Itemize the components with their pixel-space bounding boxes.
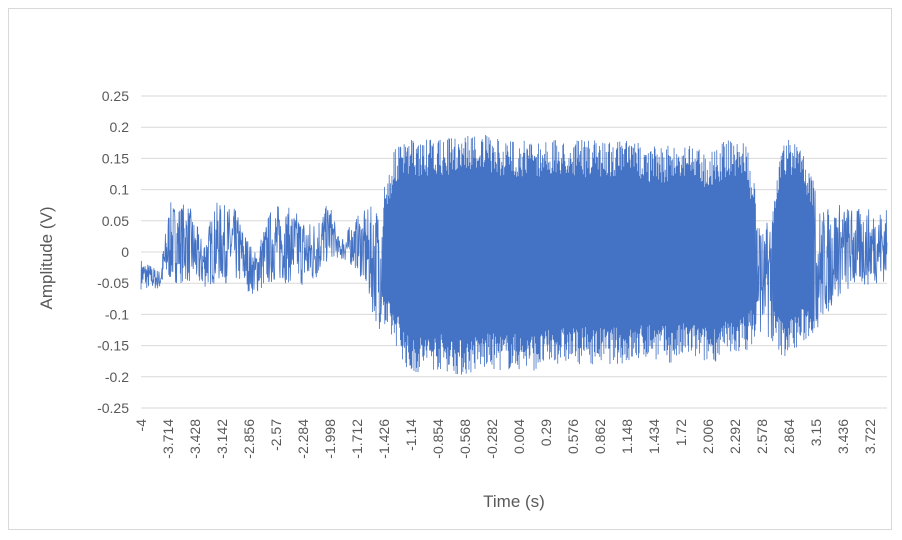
x-tick-label: 0.576 <box>565 419 581 454</box>
x-tick-label: 2.006 <box>700 419 716 454</box>
x-tick-label: -0.282 <box>484 419 500 459</box>
x-tick-label: -0.854 <box>430 419 446 459</box>
x-tick-label: -0.568 <box>457 419 473 459</box>
y-tick-label: 0 <box>121 244 129 260</box>
series-layer <box>140 134 888 375</box>
x-axis-title: Time (s) <box>483 492 545 511</box>
x-axis-ticks: -4 -3.714 -3.428 -3.142 -2.856 -2.57 -2.284 -1.… <box>133 419 878 459</box>
y-tick-label: -0.1 <box>105 306 129 322</box>
x-tick-label: -2.57 <box>268 419 284 451</box>
x-tick-label: 2.864 <box>781 419 797 454</box>
x-tick-label: 3.722 <box>862 419 878 454</box>
y-tick-label: -0.05 <box>97 275 129 291</box>
y-tick-label: -0.15 <box>97 338 129 354</box>
x-tick-label: -4 <box>133 419 149 432</box>
x-tick-label: 0.862 <box>592 419 608 454</box>
chart-area: 0.25 0.2 0.15 0.1 0.05 0 -0.05 -0.1 -0.15 -0.2 -0.… <box>8 8 892 530</box>
x-tick-label: -3.142 <box>214 419 230 459</box>
x-tick-label: 3.15 <box>808 419 824 446</box>
line-chart: 0.25 0.2 0.15 0.1 0.05 0 -0.05 -0.1 -0.15 -0.2 -0.… <box>37 88 888 511</box>
y-tick-label: -0.2 <box>105 369 129 385</box>
x-tick-label: -3.428 <box>187 419 203 459</box>
x-tick-label: 2.578 <box>754 419 770 454</box>
amplitude-series-line <box>140 134 888 375</box>
y-tick-label: 0.25 <box>102 88 129 104</box>
x-tick-label: 0.004 <box>511 419 527 454</box>
x-tick-label: -3.714 <box>160 419 176 459</box>
x-tick-label: 1.72 <box>673 419 689 446</box>
y-tick-label: -0.25 <box>97 400 129 416</box>
y-tick-label: 0.05 <box>102 213 129 229</box>
x-tick-label: 0.29 <box>538 419 554 446</box>
x-tick-label: 2.292 <box>727 419 743 454</box>
y-tick-label: 0.2 <box>110 119 130 135</box>
x-tick-label: -1.998 <box>322 419 338 459</box>
y-axis-title: Amplitude (V) <box>37 207 56 310</box>
x-tick-label: -1.426 <box>376 419 392 459</box>
y-tick-label: 0.1 <box>110 182 130 198</box>
x-tick-label: 1.434 <box>646 419 662 454</box>
x-tick-label: -2.856 <box>241 419 257 459</box>
x-tick-label: -1.712 <box>349 419 365 459</box>
x-tick-label: 1.148 <box>619 419 635 454</box>
y-axis-ticks: 0.25 0.2 0.15 0.1 0.05 0 -0.05 -0.1 -0.15 -0.2 -0.… <box>97 88 129 416</box>
x-tick-label: -1.14 <box>403 419 419 451</box>
x-tick-label: 3.436 <box>835 419 851 454</box>
x-tick-label: -2.284 <box>295 419 311 459</box>
y-tick-label: 0.15 <box>102 150 129 166</box>
